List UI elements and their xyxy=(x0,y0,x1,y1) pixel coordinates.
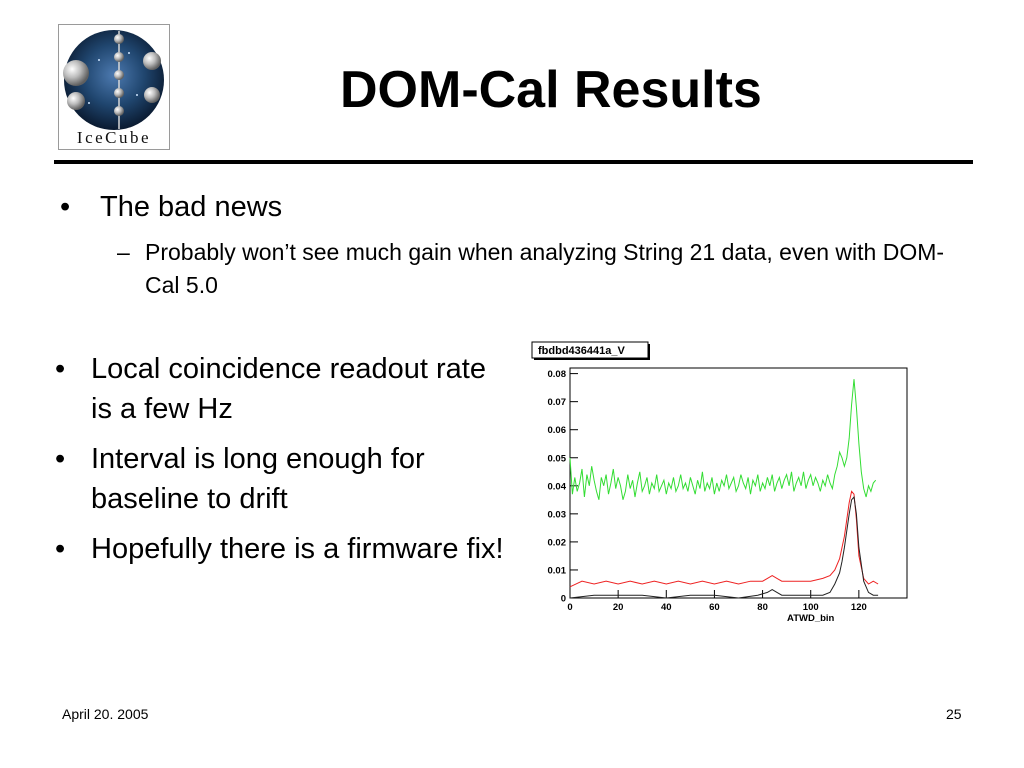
x-tick-label: 20 xyxy=(613,602,624,613)
bullet-dot: • xyxy=(60,191,71,223)
x-tick-label: 0 xyxy=(567,602,572,613)
x-tick-label: 60 xyxy=(709,602,720,613)
title-divider xyxy=(54,160,973,164)
bullet-text: The bad news xyxy=(100,191,283,223)
bullet-local-coincidence: • Local coincidence readout rate is a fe… xyxy=(55,349,505,429)
bullet-dot: • xyxy=(55,353,66,385)
y-tick-label: 0.03 xyxy=(548,509,567,520)
bullet-text: Local coincidence readout rate is a few … xyxy=(91,353,486,425)
series-line-3 xyxy=(569,495,879,599)
series-line-1 xyxy=(569,379,877,500)
series-line-2 xyxy=(569,490,879,588)
icecube-logo-graphic xyxy=(63,30,164,130)
sub-bullet-text: Probably won’t see much gain when analyz… xyxy=(145,239,945,298)
chart-title-box-shadow xyxy=(534,358,650,360)
bullet-text: Hopefully there is a firmware fix! xyxy=(91,533,504,565)
bullet-dot: • xyxy=(55,533,66,565)
y-tick-label: 0.07 xyxy=(548,397,567,408)
slide-title: DOM-Cal Results xyxy=(340,61,762,119)
y-tick-label: 0.04 xyxy=(548,481,567,492)
y-tick-label: 0.02 xyxy=(548,537,567,548)
x-tick-label: 80 xyxy=(757,602,768,613)
y-tick-label: 0.01 xyxy=(548,565,567,576)
y-tick-label: 0 xyxy=(561,594,566,605)
atwd-histogram-chart: fbdbd436441a_V 0 0.01 0.02 0.03 0.04 0.05 0.06 0… xyxy=(528,338,918,630)
x-tick-label: 40 xyxy=(661,602,672,613)
bullet-text: Interval is long enough for baseline to … xyxy=(91,443,425,515)
x-axis-label: ATWD_bin xyxy=(787,613,835,624)
left-bullet-list: • Local coincidence readout rate is a fe… xyxy=(55,349,505,579)
bullet-interval: • Interval is long enough for baseline t… xyxy=(55,439,505,519)
x-tick-label: 100 xyxy=(803,602,819,613)
footer-date: April 20. 2005 xyxy=(62,706,149,722)
icecube-logo: IceCube xyxy=(58,24,170,150)
chart-title: fbdbd436441a_V xyxy=(538,345,625,357)
y-tick-label: 0.08 xyxy=(548,369,567,380)
logo-wordmark: IceCube xyxy=(76,128,152,147)
bullet-firmware: • Hopefully there is a firmware fix! xyxy=(55,529,505,569)
bullet-dot: • xyxy=(55,443,66,475)
x-tick-label: 120 xyxy=(851,602,867,613)
y-tick-label: 0.06 xyxy=(548,425,567,436)
chart-svg: fbdbd436441a_V 0 0.01 0.02 0.03 0.04 0.05 0.06 0… xyxy=(531,341,908,624)
chart-title-box-shadow xyxy=(648,344,650,360)
y-tick-label: 0.05 xyxy=(548,453,567,464)
sub-bullet-dash: – xyxy=(117,239,130,265)
page-number: 25 xyxy=(946,706,962,722)
